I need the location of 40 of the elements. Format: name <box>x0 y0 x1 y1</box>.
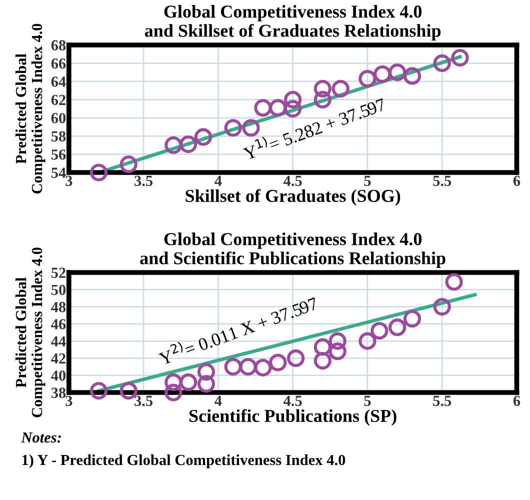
annotation: Y$^{1)}$= 5.282 + 37.597 <box>241 94 387 160</box>
x-tick-label: 5 <box>364 176 371 186</box>
x-tick-label: 6 <box>513 396 520 406</box>
y-tick-label: 56 <box>51 149 66 160</box>
x-tick-label: 4.5 <box>283 176 302 186</box>
y-tick-label: 50 <box>51 284 66 296</box>
y-axis-title: Predicted Global Competitiveness Index 4.0 <box>15 248 46 418</box>
x-tick-label: 3.5 <box>134 176 153 186</box>
y-tick-label: 58 <box>51 131 66 142</box>
y-tick-label: 66 <box>51 58 66 69</box>
y-tick-label: 54 <box>51 168 66 178</box>
y-tick-label: 42 <box>51 353 66 364</box>
x-tick-label: 6 <box>513 176 520 186</box>
y-tick-label: 38 <box>51 388 66 398</box>
y-tick-label: 44 <box>51 336 66 346</box>
x-tick-label: 3 <box>66 176 72 186</box>
y-tick-label: 64 <box>51 76 66 87</box>
x-axis-title: Skillset of Graduates (SOG) <box>186 189 400 206</box>
x-tick-label: 3 <box>66 396 72 406</box>
x-tick-label: 5.5 <box>433 396 452 406</box>
x-tick-label: 4 <box>214 396 222 406</box>
text: 1) Y - Predicted Global Competitiveness Index 4.0 <box>22 454 346 468</box>
y-axis-title: Predicted Global Competitiveness Index 4.0 <box>15 24 46 194</box>
x-tick-label: 4 <box>214 176 222 186</box>
y-tick-label: 46 <box>51 319 66 330</box>
x-tick-label: 5 <box>364 396 371 406</box>
text: Notes: <box>21 432 61 443</box>
x-tick-label: 3.5 <box>134 396 153 406</box>
y-tick-label: 48 <box>51 302 66 312</box>
chart-title: Global Competitiveness Index 4.0 and Skillset of Graduates Relationship <box>144 5 441 41</box>
chart-title: Global Competitiveness Index 4.0 and Scientific Publications Relationship <box>140 232 446 268</box>
y-tick-label: 52 <box>51 268 66 278</box>
annotation: Y$^{2)}$= 0.011 X + 37.597 <box>156 292 319 366</box>
x-tick-label: 5.5 <box>433 176 452 186</box>
y-tick-label: 60 <box>51 113 66 124</box>
y-tick-label: 68 <box>51 40 66 50</box>
x-axis-title: Scientific Publications (SP) <box>189 409 396 426</box>
x-tick-label: 4.5 <box>283 396 302 406</box>
y-tick-label: 40 <box>51 370 66 381</box>
y-tick-label: 62 <box>51 94 66 106</box>
